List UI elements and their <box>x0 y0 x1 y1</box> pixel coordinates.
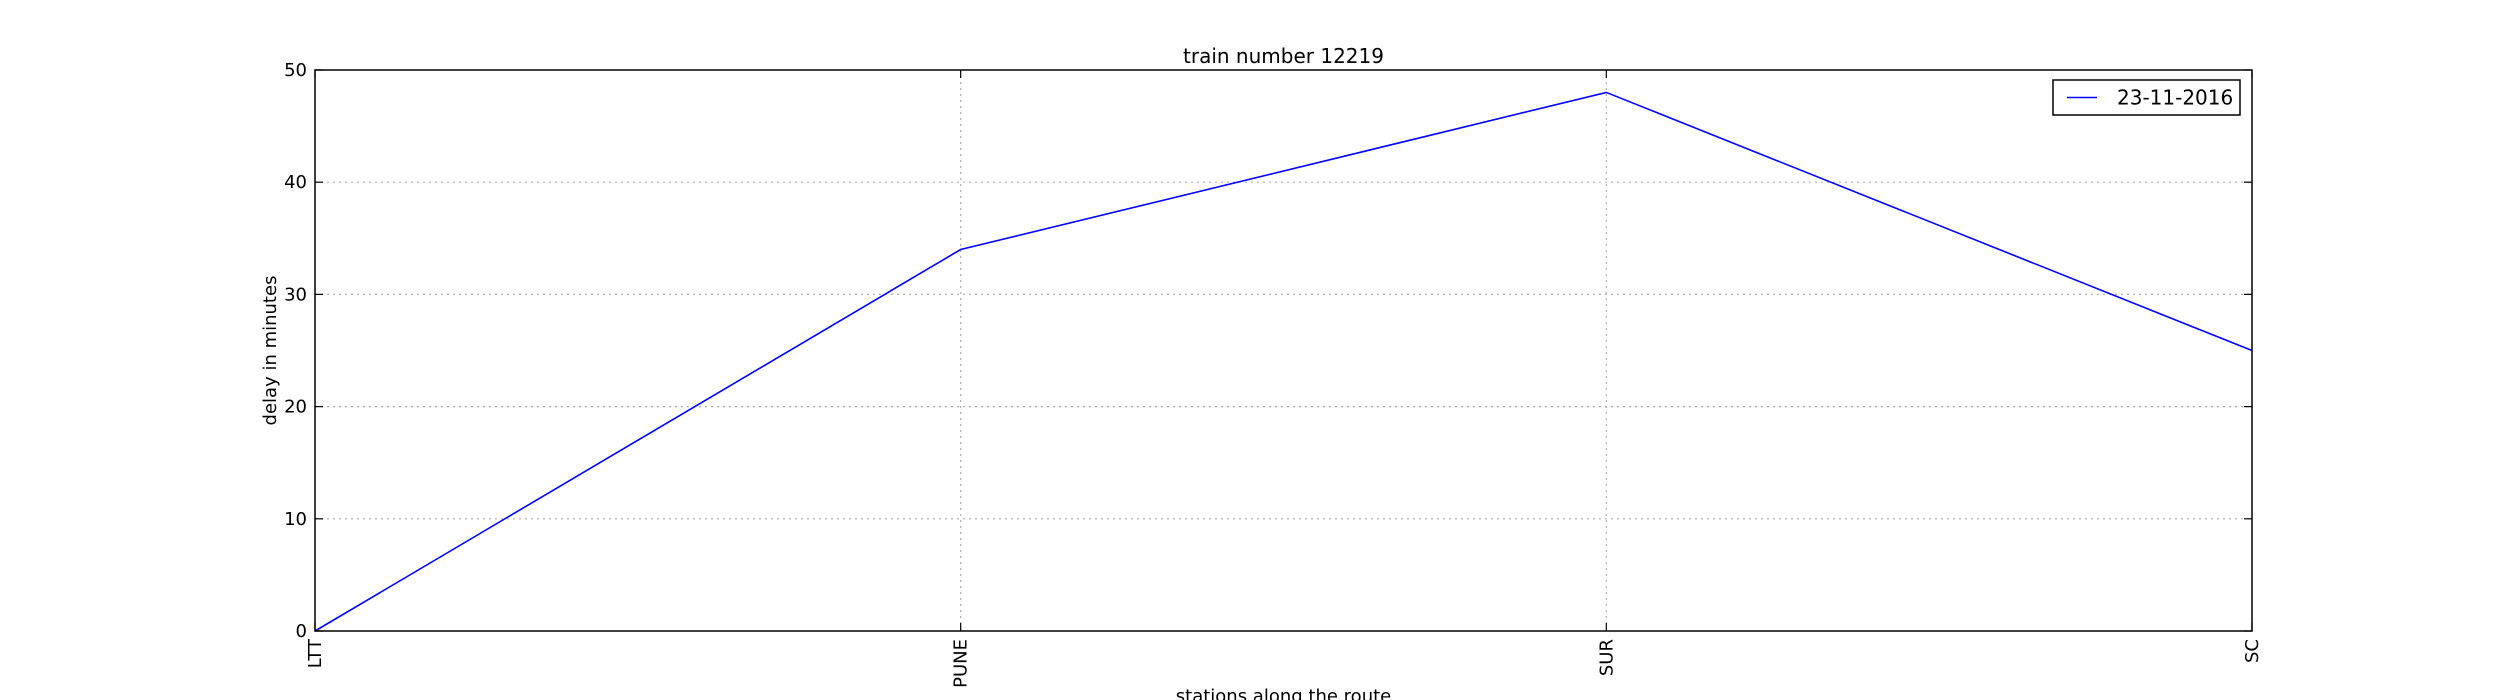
legend-label: 23-11-2016 <box>2117 86 2233 110</box>
plot-frame <box>314 69 2253 632</box>
grid-layer <box>315 70 2252 631</box>
y-tick-label: 20 <box>284 397 307 418</box>
y-tick-label: 0 <box>296 621 307 642</box>
x-tick-label: LTT <box>305 638 326 668</box>
x-axis-label: stations along the route <box>1176 686 1391 700</box>
tick-layer: 0 10 20 30 40 50 LTT PUNE SUR SC <box>284 60 2263 688</box>
series-line <box>314 91 2253 632</box>
y-tick-label: 30 <box>284 284 307 305</box>
chart-title: train number 12219 <box>1183 44 1384 68</box>
x-tick-label: SUR <box>1596 639 1617 676</box>
x-tick-label: PUNE <box>951 639 972 688</box>
series-layer <box>314 91 2253 632</box>
legend: 23-11-2016 <box>2052 79 2241 116</box>
x-tick-label: SC <box>2242 639 2263 663</box>
y-axis-label: delay in minutes <box>260 276 281 426</box>
y-tick-label: 50 <box>284 60 307 81</box>
y-tick-label: 10 <box>284 509 307 530</box>
y-tick-label: 40 <box>284 172 307 193</box>
